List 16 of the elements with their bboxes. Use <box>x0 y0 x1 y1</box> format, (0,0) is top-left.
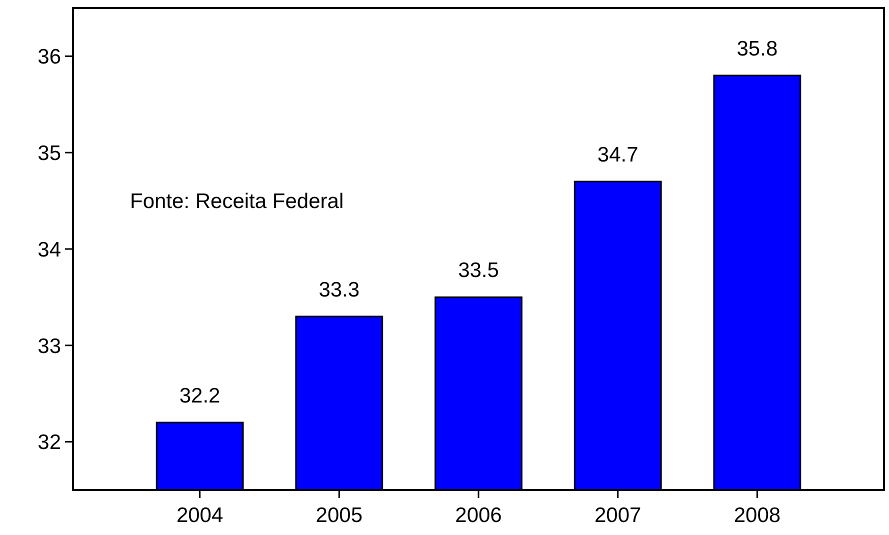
data-label: 33.5 <box>458 259 499 282</box>
data-label: 34.7 <box>597 144 638 167</box>
y-tick-label: 35 <box>38 142 61 165</box>
data-label: 35.8 <box>736 37 778 60</box>
y-tick-label: 34 <box>38 238 62 262</box>
data-label: 33.3 <box>318 278 360 302</box>
x-tick-label: 2008 <box>734 504 781 527</box>
x-tick-label: 2004 <box>176 504 224 527</box>
x-tick-label: 2007 <box>594 504 642 527</box>
data-label: 32.2 <box>179 384 220 408</box>
y-tick-label: 33 <box>38 334 61 358</box>
annotation: Fonte: Receita Federal <box>130 190 344 213</box>
y-tick-label: 32 <box>38 431 61 454</box>
y-tick-label: 36 <box>38 46 61 69</box>
x-tick-label: 2006 <box>455 504 502 527</box>
x-tick-label: 2005 <box>316 504 363 527</box>
